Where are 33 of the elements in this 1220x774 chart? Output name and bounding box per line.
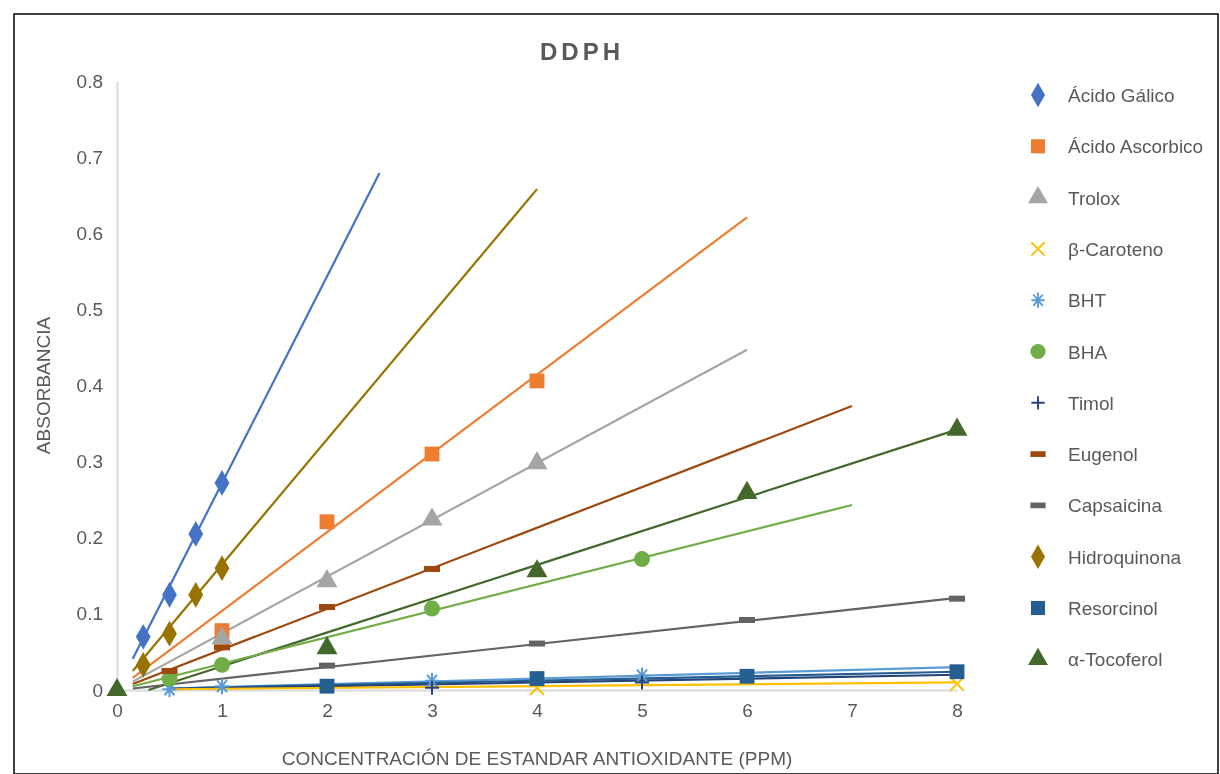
legend-label: Timol	[1068, 392, 1114, 414]
legend-label: α-Tocoferol	[1068, 649, 1163, 671]
x-axis-title: CONCENTRACIÓN DE ESTANDAR ANTIOXIDANTE (PPM)	[281, 748, 793, 769]
y-tick-label: 0.8	[76, 70, 103, 92]
legend-label: BHT	[1068, 290, 1107, 312]
x-tick-label: 5	[637, 700, 648, 722]
x-tick-label: 1	[217, 700, 228, 722]
y-tick-label: 0.5	[76, 298, 103, 320]
legend-label: β-Caroteno	[1068, 238, 1164, 260]
y-tick-label: 0.6	[76, 222, 103, 244]
y-tick-label: 0.1	[76, 603, 103, 625]
x-tick-label: 7	[847, 700, 858, 722]
legend-label: Resorcinol	[1068, 598, 1158, 619]
x-tick-label: 4	[532, 700, 544, 722]
y-tick-label: 0.2	[76, 527, 103, 549]
x-tick-label: 0	[112, 700, 123, 722]
y-tick-label: 0.4	[76, 375, 104, 397]
legend-label: Trolox	[1068, 187, 1121, 209]
x-tick-label: 3	[427, 700, 438, 722]
legend-label: Ácido Ascorbico	[1068, 136, 1204, 158]
legend-label: Capsaicina	[1068, 495, 1163, 517]
y-tick-label: 0.3	[76, 451, 103, 473]
legend-label: Eugenol	[1068, 444, 1138, 466]
x-tick-label: 6	[742, 700, 753, 722]
legend-label: Ácido Gálico	[1068, 85, 1175, 106]
x-tick-label: 8	[952, 700, 963, 722]
y-tick-label: 0	[92, 679, 103, 701]
legend-label: Hidroquinona	[1068, 546, 1182, 568]
legend-label: BHA	[1068, 341, 1108, 363]
y-axis-title: ABSORBANCIA	[33, 316, 54, 455]
y-tick-label: 0.7	[76, 146, 103, 168]
x-tick-label: 2	[322, 700, 333, 722]
chart-title: DDPH	[539, 38, 625, 65]
